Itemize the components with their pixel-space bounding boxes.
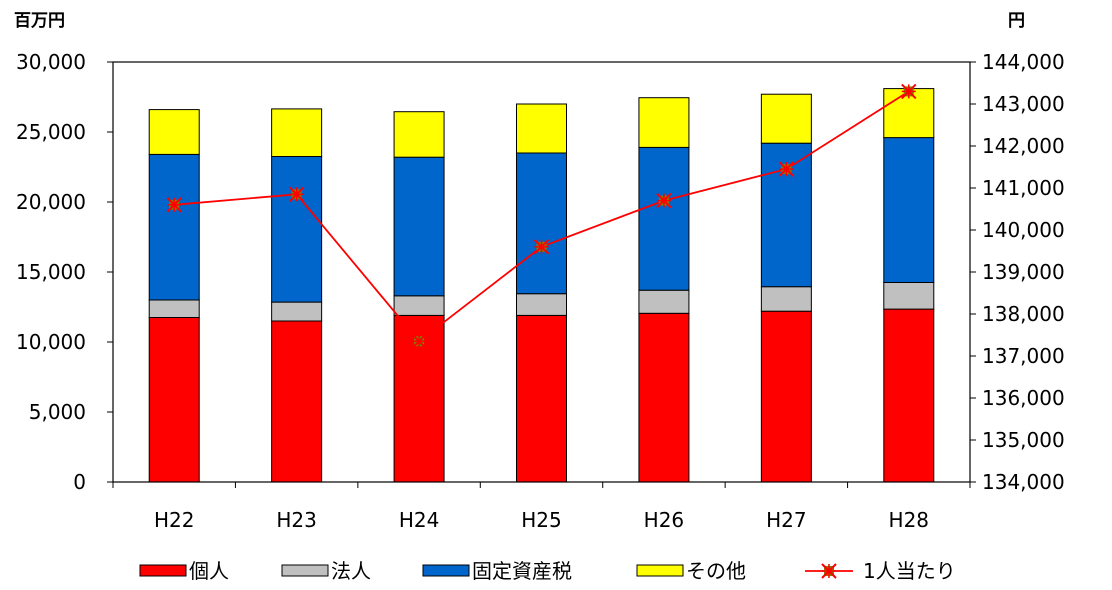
bar-segment-2-H26 [638, 146, 690, 291]
right-axis-unit: 円 [1008, 11, 1025, 31]
bar-segment-1-H25 [516, 293, 567, 316]
legend-swatch [281, 564, 329, 577]
bar-segment-3-H23 [271, 108, 323, 157]
bar-segment-1-H28 [883, 282, 935, 310]
bar-segment-3-H22 [148, 109, 200, 155]
legend-swatch [422, 564, 470, 577]
line-point-H27 [778, 161, 795, 177]
right-tick-label: 138,000 [982, 302, 1065, 326]
right-tick-label: 134,000 [982, 470, 1065, 494]
left-tick-label: 10,000 [16, 330, 86, 354]
legend-item-0: 個人 [139, 559, 229, 583]
axes-layer: 0 5,000 10,000 15,000 20,000 25,000 30,000 134,… [14, 11, 1065, 532]
legend-label: その他 [686, 559, 746, 583]
legend-item-4: 1人当たり [805, 559, 956, 583]
bar-segment-2-H22 [148, 153, 200, 301]
bar-segment-3-H27 [760, 93, 812, 144]
bar-segment-0-H23 [271, 320, 323, 483]
bar-segment-2-H24 [393, 156, 445, 297]
bar-segment-1-H22 [148, 299, 200, 318]
left-tick-label: 15,000 [16, 260, 86, 284]
bar-segment-0-H28 [883, 308, 935, 483]
line-point-H26 [656, 192, 672, 209]
bar-segment-2-H23 [271, 156, 323, 303]
left-tick-label: 30,000 [16, 50, 86, 74]
bar-segment-2-H28 [883, 137, 935, 283]
legend-label: 1人当たり [863, 559, 956, 583]
bar-segment-1-H24 [393, 295, 445, 316]
legend-swatch [139, 564, 187, 577]
bar-segment-0-H22 [148, 317, 200, 483]
right-tick-label: 136,000 [982, 386, 1065, 410]
x-tick-label: H23 [276, 508, 317, 532]
bar-segment-1-H23 [271, 301, 323, 322]
line-layer [166, 83, 917, 350]
line-point-H23 [288, 186, 305, 203]
right-tick-label: 140,000 [982, 218, 1065, 242]
line-point-H22 [166, 197, 182, 213]
left-tick-label: 5,000 [29, 400, 86, 424]
legend-item-2: 固定資産税 [422, 559, 572, 583]
bar-segment-0-H25 [516, 314, 567, 483]
bar-segment-1-H26 [638, 289, 690, 314]
line-point-H28 [901, 83, 917, 100]
left-axis-unit: 百万円 [14, 11, 65, 31]
x-tick-label: H22 [154, 508, 195, 532]
bar-segment-3-H26 [638, 97, 690, 148]
legend-item-1: 法人 [281, 559, 371, 583]
left-tick-label: 25,000 [16, 120, 86, 144]
bar-segment-3-H25 [516, 103, 567, 154]
bars-layer [148, 88, 935, 483]
x-tick-label: H26 [644, 508, 685, 532]
legend: 個人 法人 固定資産税 その他 1人当たり [139, 559, 956, 583]
line-point-H25 [533, 239, 550, 255]
legend-label: 個人 [189, 559, 229, 583]
right-tick-label: 137,000 [982, 344, 1065, 368]
legend-marker [821, 563, 837, 579]
x-tick-label: H28 [889, 508, 930, 532]
x-tick-label: H25 [521, 508, 562, 532]
legend-swatch [636, 564, 684, 577]
bar-segment-2-H25 [516, 152, 567, 295]
right-tick-label: 135,000 [982, 428, 1065, 452]
legend-item-3: その他 [636, 559, 746, 583]
bar-segment-0-H26 [638, 312, 690, 483]
right-tick-label: 143,000 [982, 92, 1065, 116]
right-tick-label: 144,000 [982, 50, 1065, 74]
bar-segment-3-H24 [393, 111, 445, 158]
bar-segment-0-H27 [760, 310, 812, 483]
x-tick-label: H27 [766, 508, 807, 532]
left-tick-label: 0 [73, 470, 86, 494]
x-tick-label: H24 [399, 508, 440, 532]
legend-label: 法人 [331, 559, 371, 583]
right-tick-label: 142,000 [982, 134, 1065, 158]
legend-label: 固定資産税 [472, 559, 572, 583]
right-tick-label: 139,000 [982, 260, 1065, 284]
right-tick-label: 141,000 [982, 176, 1065, 200]
line-point-H24 [411, 333, 427, 350]
left-tick-label: 20,000 [16, 190, 86, 214]
bar-segment-1-H27 [760, 286, 812, 312]
